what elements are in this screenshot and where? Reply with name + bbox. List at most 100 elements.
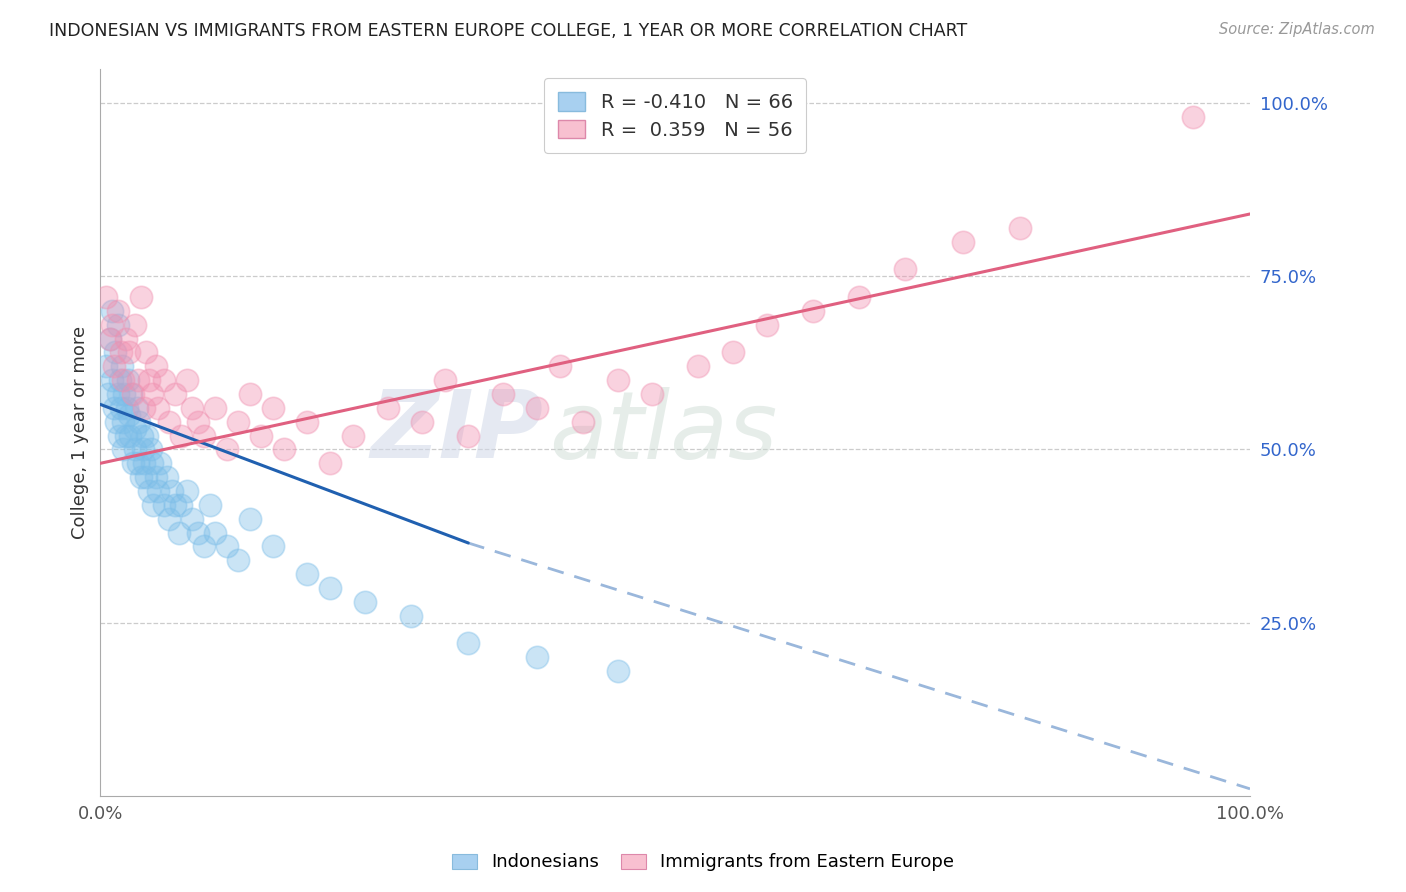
Point (157, 512, 180, 526)
Point (399, 608, 422, 623)
Point (239, 387, 262, 401)
Point (117, 373, 139, 387)
Point (127, 456, 149, 470)
Point (98, 332, 121, 346)
Point (118, 408, 141, 422)
Point (176, 373, 198, 387)
Point (141, 456, 163, 470)
Point (167, 525, 190, 540)
Point (111, 359, 134, 374)
Point (101, 373, 124, 387)
Point (434, 373, 457, 387)
Point (108, 373, 131, 387)
Point (135, 470, 157, 484)
Point (127, 401, 149, 415)
Point (606, 664, 628, 678)
Point (688, 359, 710, 374)
Point (107, 428, 129, 442)
Point (187, 525, 209, 540)
Legend: Indonesians, Immigrants from Eastern Europe: Indonesians, Immigrants from Eastern Eur… (444, 847, 962, 879)
Point (132, 401, 155, 415)
Point (112, 442, 135, 457)
Point (114, 387, 136, 401)
Point (1010, 220, 1032, 235)
Point (103, 359, 125, 374)
Point (193, 428, 215, 442)
Point (146, 401, 169, 415)
Text: ZIP: ZIP (370, 386, 543, 478)
Point (94, 290, 117, 304)
Point (103, 401, 125, 415)
Point (152, 373, 174, 387)
Point (157, 415, 180, 429)
Point (894, 262, 917, 277)
Point (193, 540, 215, 554)
Point (273, 442, 295, 457)
Point (135, 345, 157, 359)
Point (848, 290, 870, 304)
Point (107, 387, 129, 401)
Point (952, 235, 974, 249)
Point (139, 442, 162, 457)
Point (165, 387, 187, 401)
Point (94, 359, 117, 374)
Point (526, 401, 548, 415)
Point (160, 483, 183, 498)
Point (129, 470, 152, 484)
Point (170, 498, 193, 512)
Point (121, 387, 143, 401)
Point (138, 483, 160, 498)
Point (198, 498, 221, 512)
Point (181, 401, 204, 415)
Point (110, 345, 132, 359)
Point (204, 401, 226, 415)
Point (131, 428, 153, 442)
Point (156, 470, 179, 484)
Point (101, 318, 124, 332)
Point (98, 332, 121, 346)
Point (127, 373, 149, 387)
Point (319, 456, 342, 470)
Point (262, 540, 284, 554)
Point (411, 415, 433, 429)
Text: Source: ZipAtlas.com: Source: ZipAtlas.com (1219, 22, 1375, 37)
Point (124, 422, 146, 436)
Point (457, 428, 479, 442)
Legend: R = -0.410   N = 66, R =  0.359   N = 56: R = -0.410 N = 66, R = 0.359 N = 56 (544, 78, 806, 153)
Point (152, 498, 174, 512)
Point (170, 428, 193, 442)
Point (226, 553, 249, 567)
Point (120, 387, 142, 401)
Point (112, 373, 135, 387)
Point (112, 415, 135, 429)
Point (181, 512, 204, 526)
Point (121, 456, 143, 470)
Point (342, 428, 364, 442)
Point (492, 387, 515, 401)
Point (756, 318, 779, 332)
Point (128, 415, 150, 429)
Point (215, 540, 238, 554)
Point (145, 359, 167, 374)
Point (1181, 110, 1204, 124)
Point (226, 415, 249, 429)
Point (136, 428, 159, 442)
Point (801, 304, 824, 318)
Point (114, 428, 136, 442)
Point (107, 318, 129, 332)
Point (165, 498, 187, 512)
Point (146, 483, 169, 498)
Text: INDONESIAN VS IMMIGRANTS FROM EASTERN EUROPE COLLEGE, 1 YEAR OR MORE CORRELATION: INDONESIAN VS IMMIGRANTS FROM EASTERN EU… (49, 22, 967, 40)
Point (104, 345, 127, 359)
Point (132, 442, 155, 457)
Point (132, 456, 155, 470)
Point (97, 387, 120, 401)
Point (215, 442, 238, 457)
Point (572, 415, 595, 429)
Point (353, 595, 375, 609)
Point (124, 318, 146, 332)
Point (145, 470, 167, 484)
Point (548, 359, 571, 374)
Point (606, 373, 628, 387)
Point (138, 373, 160, 387)
